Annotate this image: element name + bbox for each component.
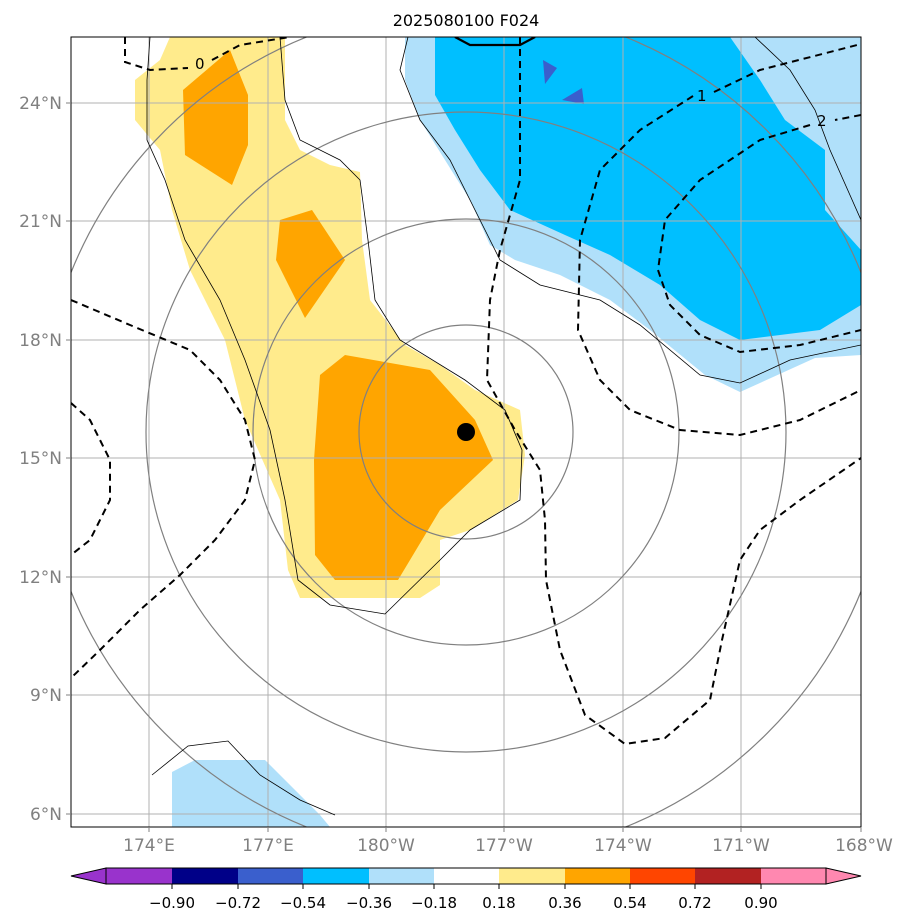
lat-label: 9°N	[30, 686, 62, 706]
colorbar-segment	[499, 868, 565, 884]
lat-axis	[66, 102, 71, 815]
lon-label: 174°E	[123, 836, 175, 856]
shading-layer	[135, 37, 861, 827]
colorbar-tick-label: −0.18	[411, 894, 457, 912]
shade-royal-blue-a	[543, 60, 557, 84]
colorbar-segment	[695, 868, 761, 884]
colorbar-segment	[630, 868, 695, 884]
lat-label: 12°N	[19, 568, 62, 588]
lat-label: 6°N	[30, 805, 62, 825]
colorbar-extend-high	[825, 867, 862, 885]
map-title: 2025080100 F024	[393, 11, 540, 30]
lon-axis	[148, 827, 862, 832]
colorbar-tick-label: −0.90	[149, 894, 195, 912]
colorbar	[70, 867, 862, 885]
lon-label: 180°W	[357, 836, 415, 856]
colorbar-tick-label: 0.90	[744, 894, 777, 912]
bold-contour-top	[454, 37, 536, 47]
contour-label-two: 2	[817, 112, 827, 130]
gridlines	[71, 37, 861, 827]
lon-labels: 174°E 177°E 180°W 177°W 174°W 171°W 168°…	[123, 836, 893, 856]
colorbar-ticks	[171, 884, 762, 889]
dashed-contours	[71, 37, 861, 746]
storm-center-marker	[457, 423, 475, 441]
colorbar-tick-label: 0.18	[482, 894, 515, 912]
thin-outline-contours	[146, 37, 861, 816]
distance-rings	[71, 37, 861, 827]
lat-labels: 24°N 21°N 18°N 15°N 12°N 9°N 6°N	[19, 94, 62, 825]
lat-label: 24°N	[19, 94, 62, 114]
colorbar-segment	[761, 868, 826, 884]
lon-label: 174°W	[594, 836, 652, 856]
colorbar-segment	[565, 868, 630, 884]
lon-label: 177°W	[475, 836, 533, 856]
lat-label: 21°N	[19, 212, 62, 232]
lat-label: 18°N	[19, 331, 62, 351]
shade-sky-blue-ne	[435, 37, 861, 340]
colorbar-segment	[238, 868, 303, 884]
colorbar-tick-label: 0.36	[548, 894, 581, 912]
colorbar-tick-label: 0.54	[613, 894, 646, 912]
shade-orange-middle	[276, 210, 345, 318]
lat-label: 15°N	[19, 449, 62, 469]
map-frame	[70, 36, 862, 828]
contour-labels: 0 1 2	[195, 55, 827, 130]
map-area: 0 1 2	[71, 37, 861, 827]
lon-label: 168°W	[835, 836, 893, 856]
colorbar-tick-label: −0.36	[346, 894, 392, 912]
shade-light-blue-sw	[172, 760, 330, 827]
colorbar-segment	[303, 868, 369, 884]
contour-label-one: 1	[697, 87, 707, 105]
colorbar-segment	[369, 868, 434, 884]
colorbar-tick-label: −0.72	[215, 894, 261, 912]
contour-label-zero: 0	[195, 55, 205, 73]
lon-label: 171°W	[712, 836, 770, 856]
colorbar-segment	[172, 868, 238, 884]
shade-royal-blue-b	[562, 88, 584, 104]
lon-label: 177°E	[242, 836, 294, 856]
colorbar-tick-label: −0.54	[280, 894, 326, 912]
colorbar-tick-labels: −0.90 −0.72 −0.54 −0.36 −0.18 0.18 0.36 …	[149, 894, 778, 912]
colorbar-tick-label: 0.72	[678, 894, 711, 912]
colorbar-segment	[434, 868, 499, 884]
shade-orange-south	[314, 355, 493, 580]
colorbar-extend-low	[70, 867, 107, 885]
colorbar-segment	[106, 868, 172, 884]
shade-orange-north	[183, 50, 248, 185]
